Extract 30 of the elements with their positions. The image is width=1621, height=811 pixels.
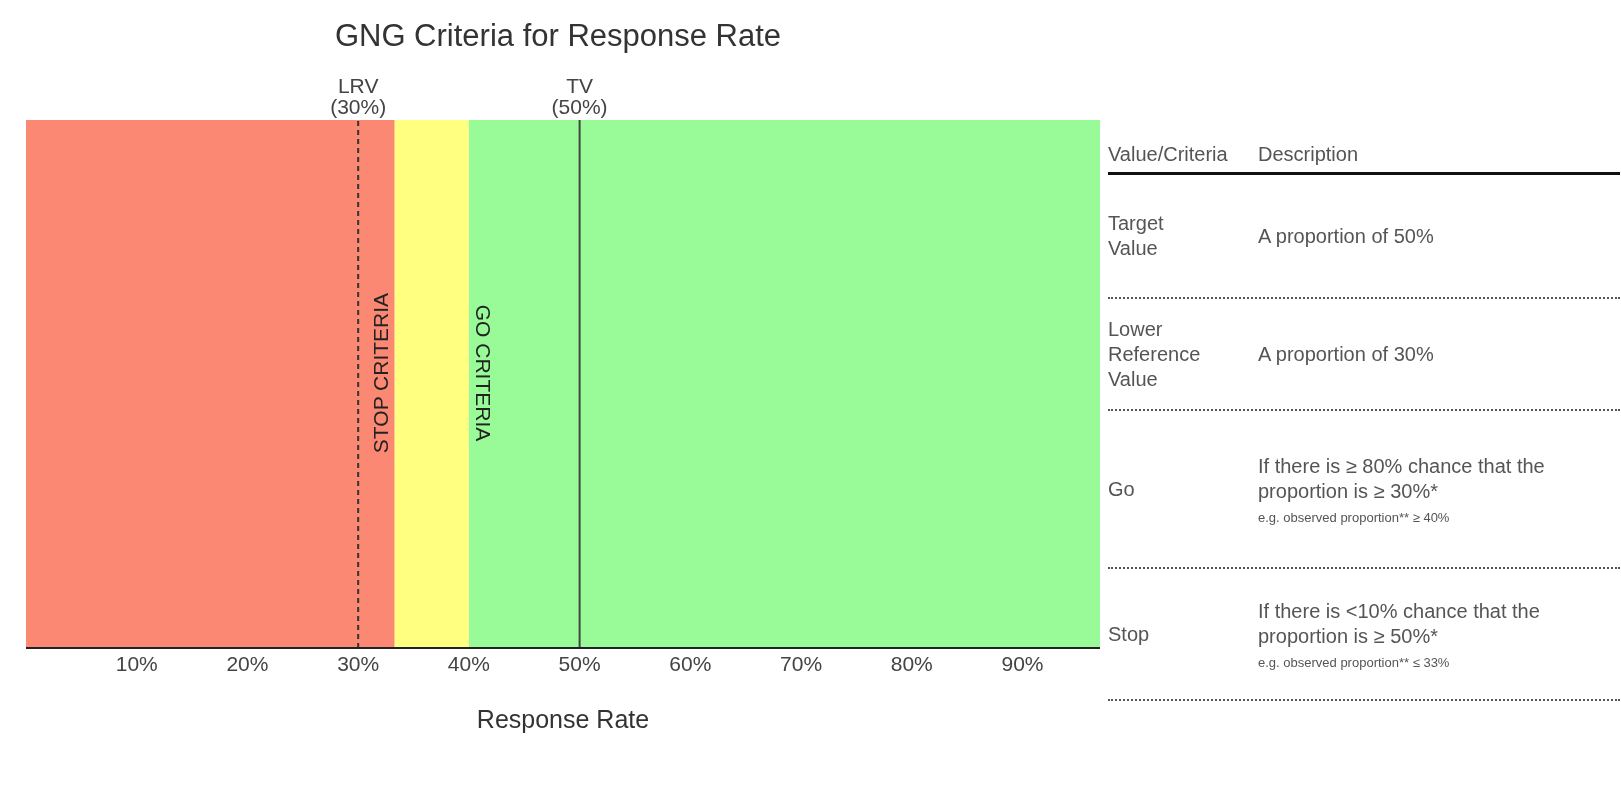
x-tick-label: 60% <box>669 651 712 675</box>
x-tick-label: 10% <box>115 651 158 675</box>
bar <box>394 120 469 648</box>
chart-title: GNG Criteria for Response Rate <box>333 18 783 54</box>
ref-line-label: LRV (30%) <box>330 74 387 118</box>
category-label: Go <box>1108 476 1136 502</box>
category-label: Stop <box>1108 621 1151 647</box>
annotation: GO CRITERIA <box>470 305 495 442</box>
category-label: Target Value <box>1108 211 1165 261</box>
text: Value/Criteria <box>1108 143 1229 166</box>
text: e.g. observed proportion** ≤ 33% <box>1258 654 1451 670</box>
x-tick-label: 90% <box>1001 651 1044 675</box>
x-tick-label: 70% <box>780 651 823 675</box>
text: If there is <10% chance that the proportion is ≥ 50%* <box>1258 598 1541 649</box>
ref-line-label: TV (50%) <box>551 74 608 118</box>
x-axis-title: Response Rate <box>476 705 650 733</box>
category-label: Lower Reference Value <box>1108 316 1202 392</box>
text: Description <box>1257 143 1359 166</box>
text: A proportion of 30% <box>1258 341 1435 367</box>
bar <box>26 120 395 648</box>
text: If there is ≥ 80% chance that the proportion is ≥ 30%* <box>1258 453 1546 504</box>
text: A proportion of 50% <box>1258 223 1435 249</box>
x-tick-label: 80% <box>890 651 933 675</box>
x-tick-label: 20% <box>226 651 269 675</box>
bar <box>468 120 1100 648</box>
x-tick-label: 30% <box>337 651 380 675</box>
text: e.g. observed proportion** ≥ 40% <box>1258 509 1451 525</box>
annotation: STOP CRITERIA <box>368 293 393 454</box>
x-tick-label: 40% <box>447 651 490 675</box>
x-tick-label: 50% <box>558 651 601 675</box>
